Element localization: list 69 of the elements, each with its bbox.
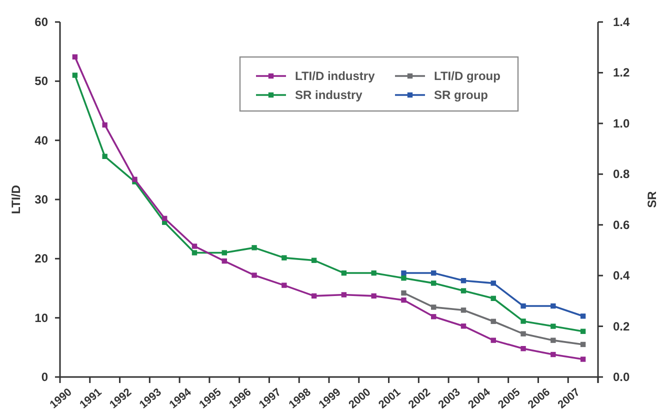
point — [162, 216, 168, 222]
point — [490, 318, 496, 324]
y2-tick-label: 0.4 — [613, 268, 630, 283]
legend-label: SR group — [434, 88, 488, 102]
point — [550, 352, 556, 358]
point — [192, 250, 198, 256]
point — [550, 324, 556, 329]
point — [550, 303, 556, 309]
point — [520, 346, 526, 352]
point — [550, 338, 556, 343]
y2-tick-label: 1.2 — [613, 66, 630, 80]
point — [222, 258, 227, 264]
point — [520, 318, 526, 324]
point — [520, 303, 526, 309]
y2-tick-label: 1.4 — [613, 15, 630, 29]
y-tick-label: 0 — [41, 370, 48, 384]
y-tick-label: 20 — [34, 252, 48, 266]
point — [580, 328, 586, 334]
y-tick-label: 60 — [34, 15, 48, 29]
point — [580, 356, 586, 362]
legend-label: SR industry — [295, 88, 363, 102]
point — [311, 258, 317, 263]
point — [401, 290, 406, 296]
legend-label: LTI/D industry — [295, 69, 376, 83]
y-tick-label: 10 — [34, 310, 48, 325]
point — [72, 54, 78, 60]
point — [490, 296, 496, 301]
point — [252, 245, 257, 250]
point — [222, 250, 227, 256]
point — [371, 270, 376, 276]
point — [490, 338, 496, 343]
y2-tick-label: 1.0 — [613, 116, 630, 130]
y-axis-title: LTI/D — [9, 184, 23, 214]
point — [401, 270, 406, 276]
point — [311, 293, 317, 299]
y2-axis-title: SR — [645, 190, 659, 208]
point — [371, 293, 376, 299]
point — [192, 244, 198, 249]
point — [282, 255, 287, 260]
point — [431, 280, 436, 286]
point — [580, 314, 586, 319]
y2-tick-label: 0.2 — [613, 319, 630, 334]
point — [401, 297, 406, 303]
y2-tick-label: 0.0 — [613, 370, 630, 384]
point — [490, 280, 496, 286]
y-tick-label: 30 — [34, 192, 48, 206]
point — [460, 324, 466, 329]
point — [102, 122, 108, 128]
point — [282, 282, 287, 288]
y2-tick-label: 0.8 — [613, 167, 630, 182]
point — [341, 292, 347, 298]
point — [72, 72, 78, 78]
point — [431, 270, 436, 276]
y2-tick-label: 0.6 — [613, 218, 630, 232]
point — [580, 342, 586, 348]
point — [431, 304, 436, 310]
point — [431, 314, 436, 320]
legend-label: LTI/D group — [434, 69, 500, 83]
point — [401, 276, 406, 281]
point — [102, 154, 108, 159]
point — [520, 331, 526, 336]
point — [341, 270, 347, 276]
y-tick-label: 40 — [34, 133, 48, 148]
point — [460, 308, 466, 313]
point — [132, 176, 138, 182]
point — [252, 272, 257, 278]
point — [460, 288, 466, 294]
y-tick-label: 50 — [34, 74, 48, 88]
point — [460, 278, 466, 284]
